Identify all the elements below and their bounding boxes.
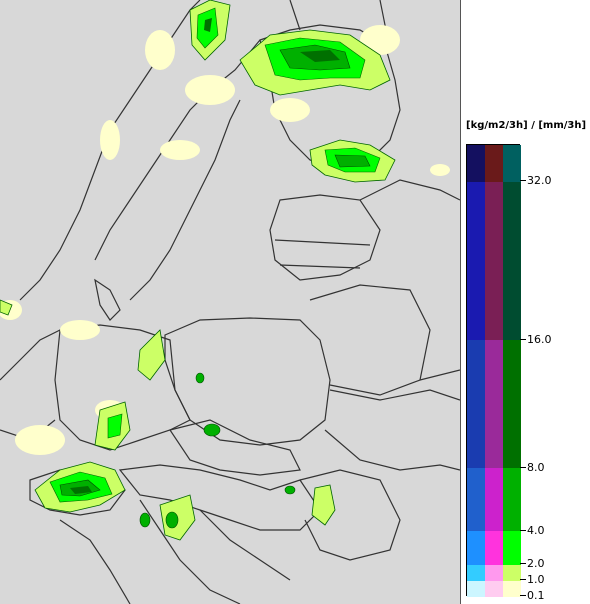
precipitation-legend <box>466 144 521 597</box>
legend-band <box>467 182 485 340</box>
legend-band <box>485 581 503 597</box>
legend-band <box>485 565 503 581</box>
legend-band <box>503 581 521 597</box>
precipitation-map <box>0 0 460 604</box>
legend-band <box>503 565 521 581</box>
legend-band <box>467 565 485 581</box>
precipitation-areas <box>0 0 450 541</box>
country-borders <box>0 0 460 604</box>
legend-band <box>503 145 521 182</box>
legend-tick-label: 16.0 <box>527 333 552 346</box>
legend-unit-label: [kg/m2/3h] / [mm/3h] <box>466 120 587 131</box>
legend-band <box>467 468 485 531</box>
legend-tick-mark <box>520 563 526 564</box>
legend-band <box>485 340 503 468</box>
legend-column-rain <box>503 145 521 597</box>
legend-tick-label: 4.0 <box>527 524 545 537</box>
legend-tick-label: 2.0 <box>527 557 545 570</box>
legend-tick-mark <box>520 339 526 340</box>
legend-band <box>485 182 503 340</box>
legend-tick-mark <box>520 467 526 468</box>
legend-tick-label: 32.0 <box>527 174 552 187</box>
legend-tick-mark <box>520 530 526 531</box>
legend-tick-label: 0.1 <box>527 589 545 602</box>
legend-band <box>503 531 521 565</box>
legend-band <box>467 531 485 565</box>
legend-band <box>503 340 521 468</box>
legend-band <box>503 182 521 340</box>
legend-tick-mark <box>520 579 526 580</box>
legend-band <box>467 340 485 468</box>
legend-band <box>467 581 485 597</box>
legend-tick-mark <box>520 180 526 181</box>
legend-column-snow <box>467 145 485 597</box>
legend-band <box>485 145 503 182</box>
legend-band <box>485 468 503 531</box>
legend-band <box>503 468 521 531</box>
legend-tick-mark <box>520 595 526 596</box>
legend-band <box>485 531 503 565</box>
legend-tick-label: 8.0 <box>527 461 545 474</box>
legend-band <box>467 145 485 182</box>
legend-column-mixed <box>485 145 503 597</box>
legend-tick-label: 1.0 <box>527 573 545 586</box>
map-panel <box>0 0 461 604</box>
